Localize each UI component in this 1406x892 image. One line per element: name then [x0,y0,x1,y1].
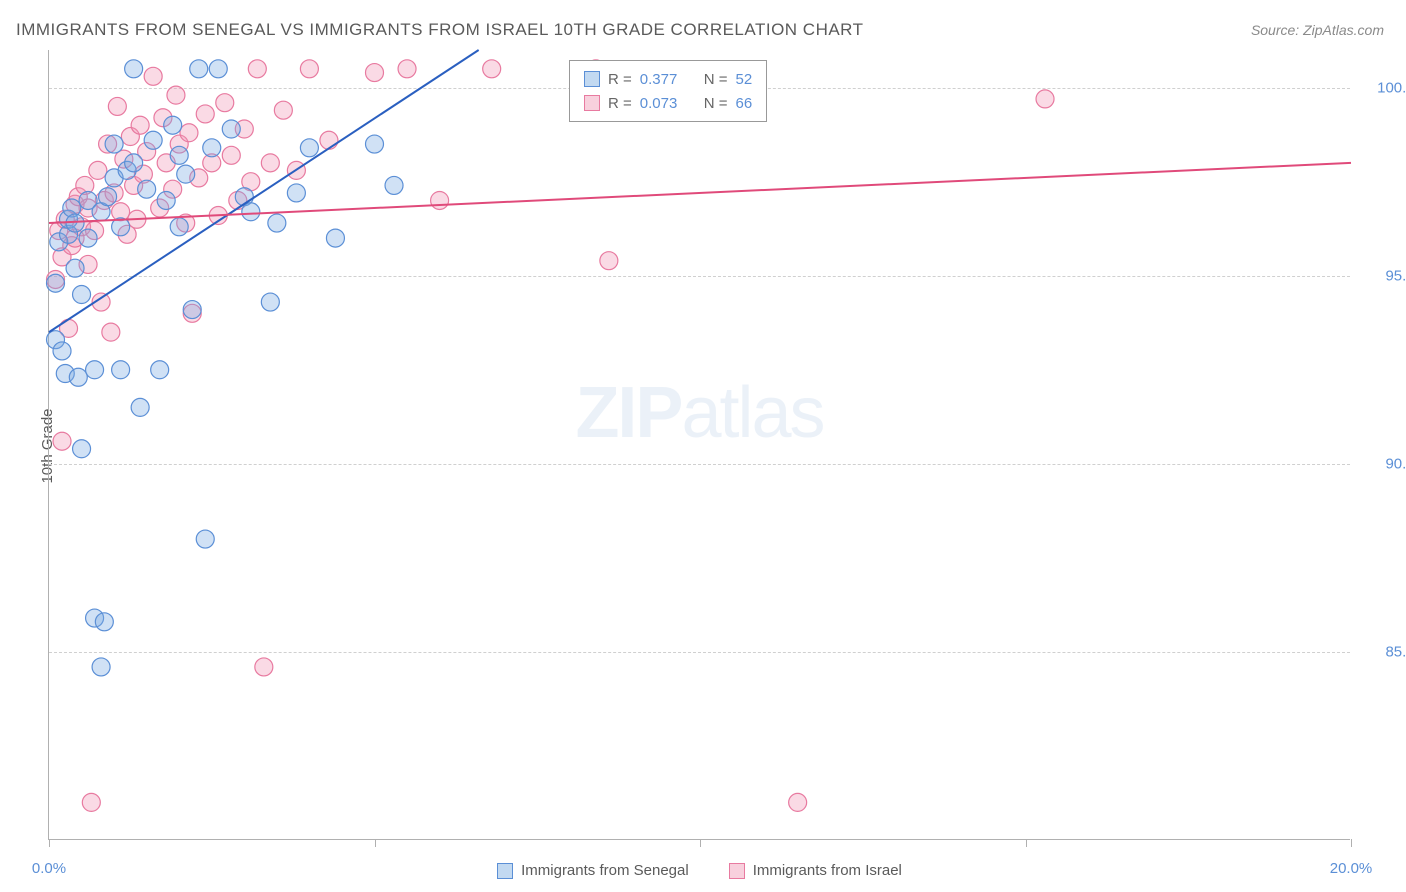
source-attribution: Source: ZipAtlas.com [1251,22,1384,38]
scatter-point-israel [261,154,279,172]
scatter-point-senegal [86,361,104,379]
scatter-point-senegal [73,286,91,304]
scatter-point-senegal [385,176,403,194]
n-value-israel: 66 [736,95,753,112]
scatter-point-senegal [131,398,149,416]
scatter-point-senegal [261,293,279,311]
legend-label-israel: Immigrants from Israel [753,862,902,879]
y-tick-label: 95.0% [1358,267,1406,284]
x-tick [700,839,701,847]
scatter-point-senegal [157,191,175,209]
y-tick-label: 85.0% [1358,643,1406,660]
legend-swatch-israel [729,863,745,879]
scatter-point-israel [366,64,384,82]
scatter-point-senegal [69,368,87,386]
legend-label-senegal: Immigrants from Senegal [521,862,689,879]
y-tick-label: 100.0% [1358,79,1406,96]
legend-row-israel: R = 0.073 N = 66 [584,91,752,115]
scatter-point-senegal [138,180,156,198]
r-label: R = [608,95,632,112]
y-tick-label: 90.0% [1358,455,1406,472]
scatter-point-senegal [99,188,117,206]
scatter-point-senegal [196,530,214,548]
x-tick [1351,839,1352,847]
scatter-point-senegal [125,60,143,78]
scatter-point-israel [431,191,449,209]
scatter-point-israel [222,146,240,164]
scatter-point-israel [196,105,214,123]
legend-item-israel: Immigrants from Israel [729,862,902,879]
scatter-point-israel [789,793,807,811]
scatter-point-senegal [209,60,227,78]
legend-swatch-israel [584,95,600,111]
scatter-point-senegal [268,214,286,232]
x-tick [1026,839,1027,847]
scatter-point-israel [82,793,100,811]
r-value-israel: 0.073 [640,95,696,112]
scatter-point-israel [600,252,618,270]
scatter-point-senegal [164,116,182,134]
legend-item-senegal: Immigrants from Senegal [497,862,689,879]
scatter-point-israel [320,131,338,149]
legend-swatch-senegal [497,863,513,879]
scatter-point-senegal [190,60,208,78]
x-tick [49,839,50,847]
scatter-point-senegal [151,361,169,379]
scatter-point-senegal [203,139,221,157]
scatter-point-senegal [144,131,162,149]
scatter-point-senegal [95,613,113,631]
x-tick [375,839,376,847]
plot-area: ZIPatlas 85.0%90.0%95.0%100.0% 0.0%20.0%… [48,50,1350,840]
scatter-point-senegal [287,184,305,202]
scatter-point-senegal [53,342,71,360]
legend-row-senegal: R = 0.377 N = 52 [584,67,752,91]
scatter-point-senegal [366,135,384,153]
scatter-point-senegal [105,135,123,153]
scatter-point-senegal [79,229,97,247]
scatter-point-israel [89,161,107,179]
series-legend: Immigrants from Senegal Immigrants from … [49,862,1350,879]
n-label: N = [704,95,728,112]
scatter-point-senegal [177,165,195,183]
r-label: R = [608,71,632,88]
scatter-point-israel [1036,90,1054,108]
scatter-point-israel [300,60,318,78]
scatter-point-israel [53,432,71,450]
scatter-point-israel [144,67,162,85]
r-value-senegal: 0.377 [640,71,696,88]
scatter-point-senegal [300,139,318,157]
scatter-point-israel [131,116,149,134]
scatter-point-senegal [112,361,130,379]
scatter-point-senegal [73,440,91,458]
n-label: N = [704,71,728,88]
scatter-point-israel [108,97,126,115]
correlation-legend: R = 0.377 N = 52 R = 0.073 N = 66 [569,60,767,122]
scatter-point-israel [483,60,501,78]
scatter-point-senegal [242,203,260,221]
scatter-point-senegal [222,120,240,138]
scatter-point-israel [255,658,273,676]
scatter-point-senegal [170,218,188,236]
scatter-point-israel [167,86,185,104]
scatter-point-israel [180,124,198,142]
scatter-point-israel [216,94,234,112]
legend-swatch-senegal [584,71,600,87]
scatter-point-senegal [47,274,65,292]
scatter-point-israel [398,60,416,78]
scatter-point-senegal [326,229,344,247]
scatter-point-senegal [66,259,84,277]
n-value-senegal: 52 [736,71,753,88]
chart-title: IMMIGRANTS FROM SENEGAL VS IMMIGRANTS FR… [16,20,864,40]
scatter-point-senegal [125,154,143,172]
scatter-point-senegal [92,658,110,676]
scatter-point-senegal [183,301,201,319]
scatter-point-israel [102,323,120,341]
scatter-point-senegal [170,146,188,164]
scatter-point-israel [248,60,266,78]
scatter-point-israel [274,101,292,119]
scatter-svg [49,50,1350,839]
